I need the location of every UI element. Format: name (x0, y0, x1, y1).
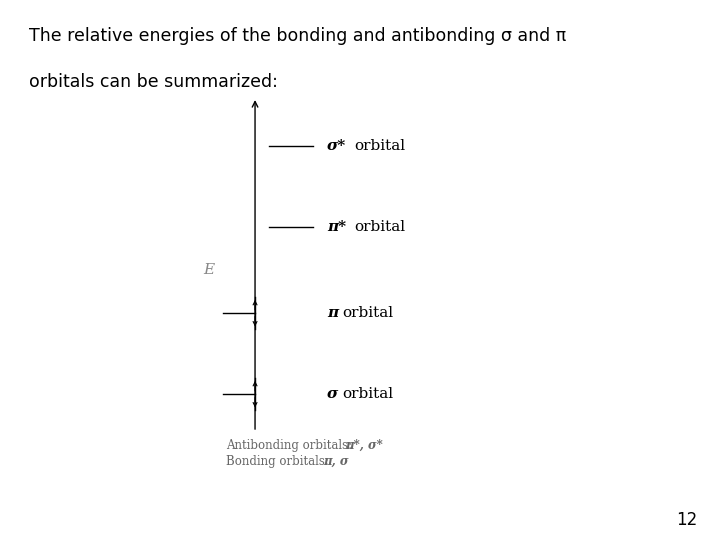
Text: orbital: orbital (354, 139, 405, 153)
Text: π*, σ*: π*, σ* (345, 439, 382, 452)
Text: 12: 12 (675, 511, 697, 529)
Text: E: E (203, 263, 214, 277)
Text: σ*: σ* (327, 139, 346, 153)
Text: Bonding orbitals:: Bonding orbitals: (226, 455, 333, 468)
Text: π: π (327, 306, 338, 320)
Text: The relative energies of the bonding and antibonding σ and π: The relative energies of the bonding and… (29, 27, 566, 45)
Text: orbital: orbital (354, 220, 405, 234)
Text: Antibonding orbitals:: Antibonding orbitals: (226, 439, 356, 452)
Text: orbital: orbital (343, 306, 394, 320)
Text: σ: σ (327, 387, 338, 401)
Text: π*: π* (327, 220, 346, 234)
Text: π, σ: π, σ (323, 455, 348, 468)
Text: orbitals can be summarized:: orbitals can be summarized: (29, 73, 278, 91)
Text: orbital: orbital (343, 387, 394, 401)
